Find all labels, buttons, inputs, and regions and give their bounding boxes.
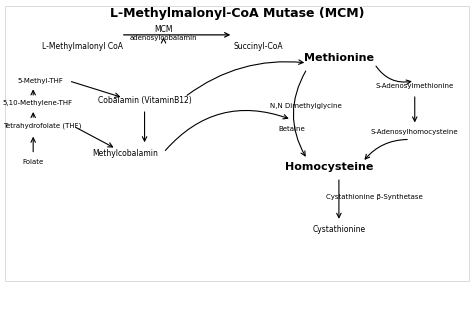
Text: Succinyl-CoA: Succinyl-CoA: [234, 42, 283, 51]
Text: adenosylcobalamin: adenosylcobalamin: [130, 35, 197, 41]
Text: Betaine: Betaine: [278, 126, 305, 132]
Text: Cobalamin (VitaminB12): Cobalamin (VitaminB12): [98, 96, 191, 105]
Text: L-Methylmalonyl CoA: L-Methylmalonyl CoA: [43, 42, 123, 51]
Text: S-Adenosylhomocysteine: S-Adenosylhomocysteine: [371, 129, 458, 135]
Text: MedLink Neurology  ●  www.medlink.com: MedLink Neurology ● www.medlink.com: [143, 295, 331, 304]
Text: N,N Dimethylglycine: N,N Dimethylglycine: [270, 103, 342, 109]
Text: Folate: Folate: [23, 158, 44, 165]
Text: L-Methylmalonyl-CoA Mutase (MCM): L-Methylmalonyl-CoA Mutase (MCM): [110, 7, 364, 20]
Text: 5-Methyl-THF: 5-Methyl-THF: [18, 78, 63, 84]
Text: Homocysteine: Homocysteine: [285, 162, 374, 172]
Text: Cystathionine β-Synthetase: Cystathionine β-Synthetase: [326, 194, 423, 200]
Text: S-Adenosylmethionine: S-Adenosylmethionine: [375, 83, 454, 89]
Text: Methylcobalamin: Methylcobalamin: [93, 149, 158, 158]
Text: Methionine: Methionine: [304, 53, 374, 63]
Text: Cystathionine: Cystathionine: [312, 225, 365, 234]
Text: 5,10-Methylene-THF: 5,10-Methylene-THF: [3, 100, 73, 106]
Text: MCM: MCM: [154, 25, 173, 34]
Text: Tetrahydrofolate (THF): Tetrahydrofolate (THF): [3, 123, 82, 129]
